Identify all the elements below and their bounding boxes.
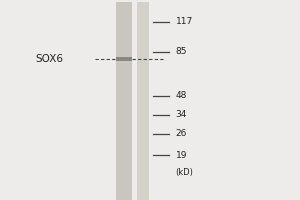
Text: (kD): (kD) [176, 168, 194, 178]
Text: 26: 26 [176, 130, 187, 138]
Text: SOX6: SOX6 [35, 54, 63, 64]
Bar [136, 2, 148, 200]
Text: 19: 19 [176, 150, 187, 160]
Text: 85: 85 [176, 47, 187, 56]
Text: 117: 117 [176, 18, 193, 26]
Text: 48: 48 [176, 92, 187, 100]
Bar [116, 57, 132, 61]
Bar [116, 2, 132, 200]
Text: 34: 34 [176, 110, 187, 119]
